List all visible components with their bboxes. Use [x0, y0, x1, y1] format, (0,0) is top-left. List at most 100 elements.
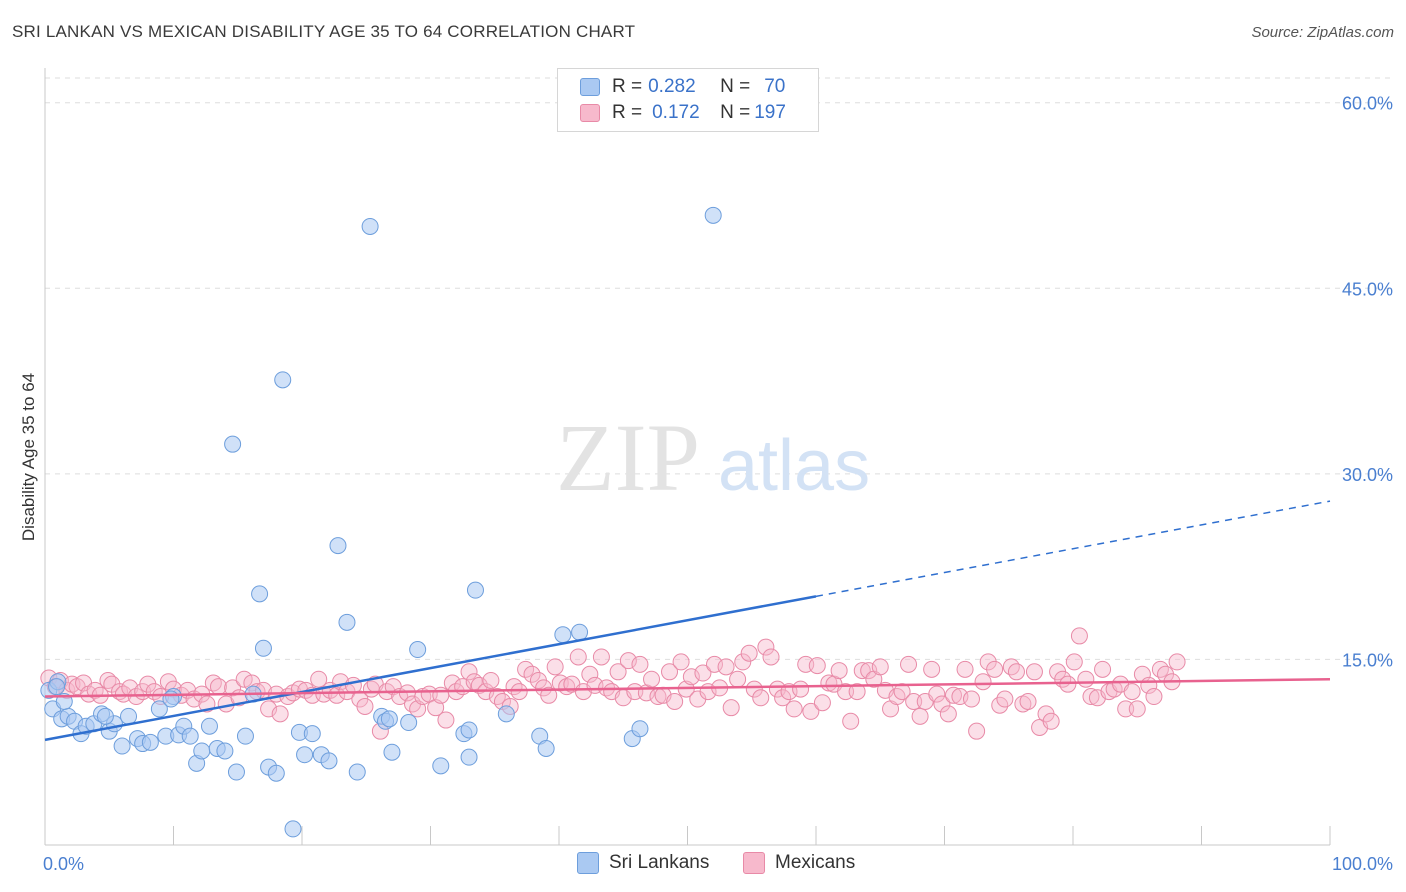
sri-lankans-point [466, 581, 484, 599]
sri-lankans-point [338, 613, 356, 631]
legend-swatch-pink [580, 104, 600, 122]
mexicans-point [830, 662, 848, 680]
legend-n-label: N = [720, 102, 751, 123]
sri-lankans-point [48, 678, 66, 696]
grid-lines [45, 77, 1395, 660]
mexicans-point [813, 694, 831, 712]
sri-lankans-point [497, 705, 515, 723]
mexicans-point [939, 705, 957, 723]
mexicans-point [460, 663, 478, 681]
series-swatch-blue [577, 852, 599, 874]
sri-lankans-point [193, 742, 211, 760]
legend-n-label: N = [720, 76, 751, 97]
watermark-atlas: atlas [718, 426, 870, 506]
sri-lankans-point [432, 757, 450, 775]
legend-n-value: 197 [754, 102, 786, 123]
mexicans-point [271, 705, 289, 723]
sri-lankans-point [216, 742, 234, 760]
mexicans-point [310, 670, 328, 688]
sri-lankans-point [96, 707, 114, 725]
mexicans-point [694, 664, 712, 682]
legend-r-label: R = [612, 76, 643, 97]
mexicans-point [643, 670, 661, 688]
mexicans-point [792, 680, 810, 698]
sri-lankans-point [380, 710, 398, 728]
series-legend-label: Sri Lankans [609, 852, 710, 873]
mexicans-point [871, 658, 889, 676]
mexicans-point [933, 695, 951, 713]
mexicans-point [86, 681, 104, 699]
sri-lankans-trend-line [44, 595, 817, 742]
mexicans-point [1070, 627, 1088, 645]
sri-lankans-point [320, 752, 338, 770]
axes [44, 68, 1331, 846]
mexicans-point [968, 722, 986, 740]
mexicans-point [974, 673, 992, 691]
sri-lankans-point [274, 371, 292, 389]
mexicans-point [661, 663, 679, 681]
sri-lankans-point [254, 639, 272, 657]
legend-r-label: R = [612, 102, 643, 123]
source-label[interactable]: Source: ZipAtlas.com [1251, 24, 1394, 41]
sri-lankans-point [409, 641, 427, 659]
sri-lankans-point [227, 763, 245, 781]
sri-lankans-point [554, 626, 572, 644]
sri-lankans-trend-extension [815, 500, 1331, 598]
legend-swatch-blue [580, 78, 600, 96]
legend-r-value: 0.282 [648, 76, 696, 97]
mexicans-point [510, 683, 528, 701]
mexicans-point [1077, 670, 1095, 688]
watermark: ZIP atlas [556, 404, 870, 511]
sri-lankans-point [150, 700, 168, 718]
mexicans-point [1123, 683, 1141, 701]
mexicans-point [114, 685, 132, 703]
sri-lankans-point [162, 690, 180, 708]
sri-lankans-point [181, 727, 199, 745]
correlation-legend: R = 0.282 N = 70 R = 0.172 N = 197 [557, 68, 819, 132]
mexicans-point [1117, 700, 1135, 718]
mexicans-point [631, 655, 649, 673]
series-legend-sri-lankans[interactable]: Sri Lankans [577, 852, 709, 874]
y-tick-label: 15.0% [1342, 650, 1393, 670]
sri-lankans-points [40, 206, 722, 838]
sri-lankans-point [200, 717, 218, 735]
mexicans-point [996, 690, 1014, 708]
mexicans-point [752, 689, 770, 707]
mexicans-point [848, 683, 866, 701]
trend-lines [44, 500, 1331, 742]
mexicans-point [842, 712, 860, 730]
y-axis-label: Disability Age 35 to 64 [19, 373, 38, 541]
y-tick-label: 60.0% [1342, 94, 1393, 114]
chart-title: SRI LANKAN VS MEXICAN DISABILITY AGE 35 … [12, 22, 636, 41]
mexicans-point [1082, 688, 1100, 706]
x-tick-label: 0.0% [43, 854, 84, 874]
mexicans-point [717, 658, 735, 676]
mexicans-point [853, 662, 871, 680]
mexicans-point [1065, 653, 1083, 671]
mexicans-point [740, 644, 758, 662]
mexicans-point [893, 683, 911, 701]
mexicans-point [482, 671, 500, 689]
sri-lankans-point [704, 206, 722, 224]
x-tick-label: 100.0% [1332, 854, 1393, 874]
mexicans-point [356, 697, 374, 715]
sri-lankans-point [631, 720, 649, 738]
mexicans-point [905, 692, 923, 710]
tick-labels: 15.0% 30.0% 45.0% 60.0% 0.0% 100.0% [43, 94, 1393, 874]
mexicans-point [1019, 692, 1037, 710]
mexicans-point [734, 653, 752, 671]
series-legend-mexicans[interactable]: Mexicans [743, 852, 855, 874]
sri-lankans-point [284, 820, 302, 838]
sri-lankans-point [141, 733, 159, 751]
sri-lankans-point [113, 737, 131, 755]
mexicans-point [1042, 712, 1060, 730]
sri-lankans-point [251, 585, 269, 603]
mexicans-point [209, 678, 227, 696]
mexicans-point [488, 688, 506, 706]
series-legend: Sri Lankans Mexicans [0, 852, 1406, 878]
sri-lankans-point [361, 217, 379, 235]
mexicans-point [1094, 660, 1112, 678]
mexicans-point [785, 700, 803, 718]
mexicans-point [1128, 700, 1146, 718]
legend-row-mexicans: R = 0.172 N = 197 [580, 101, 786, 125]
